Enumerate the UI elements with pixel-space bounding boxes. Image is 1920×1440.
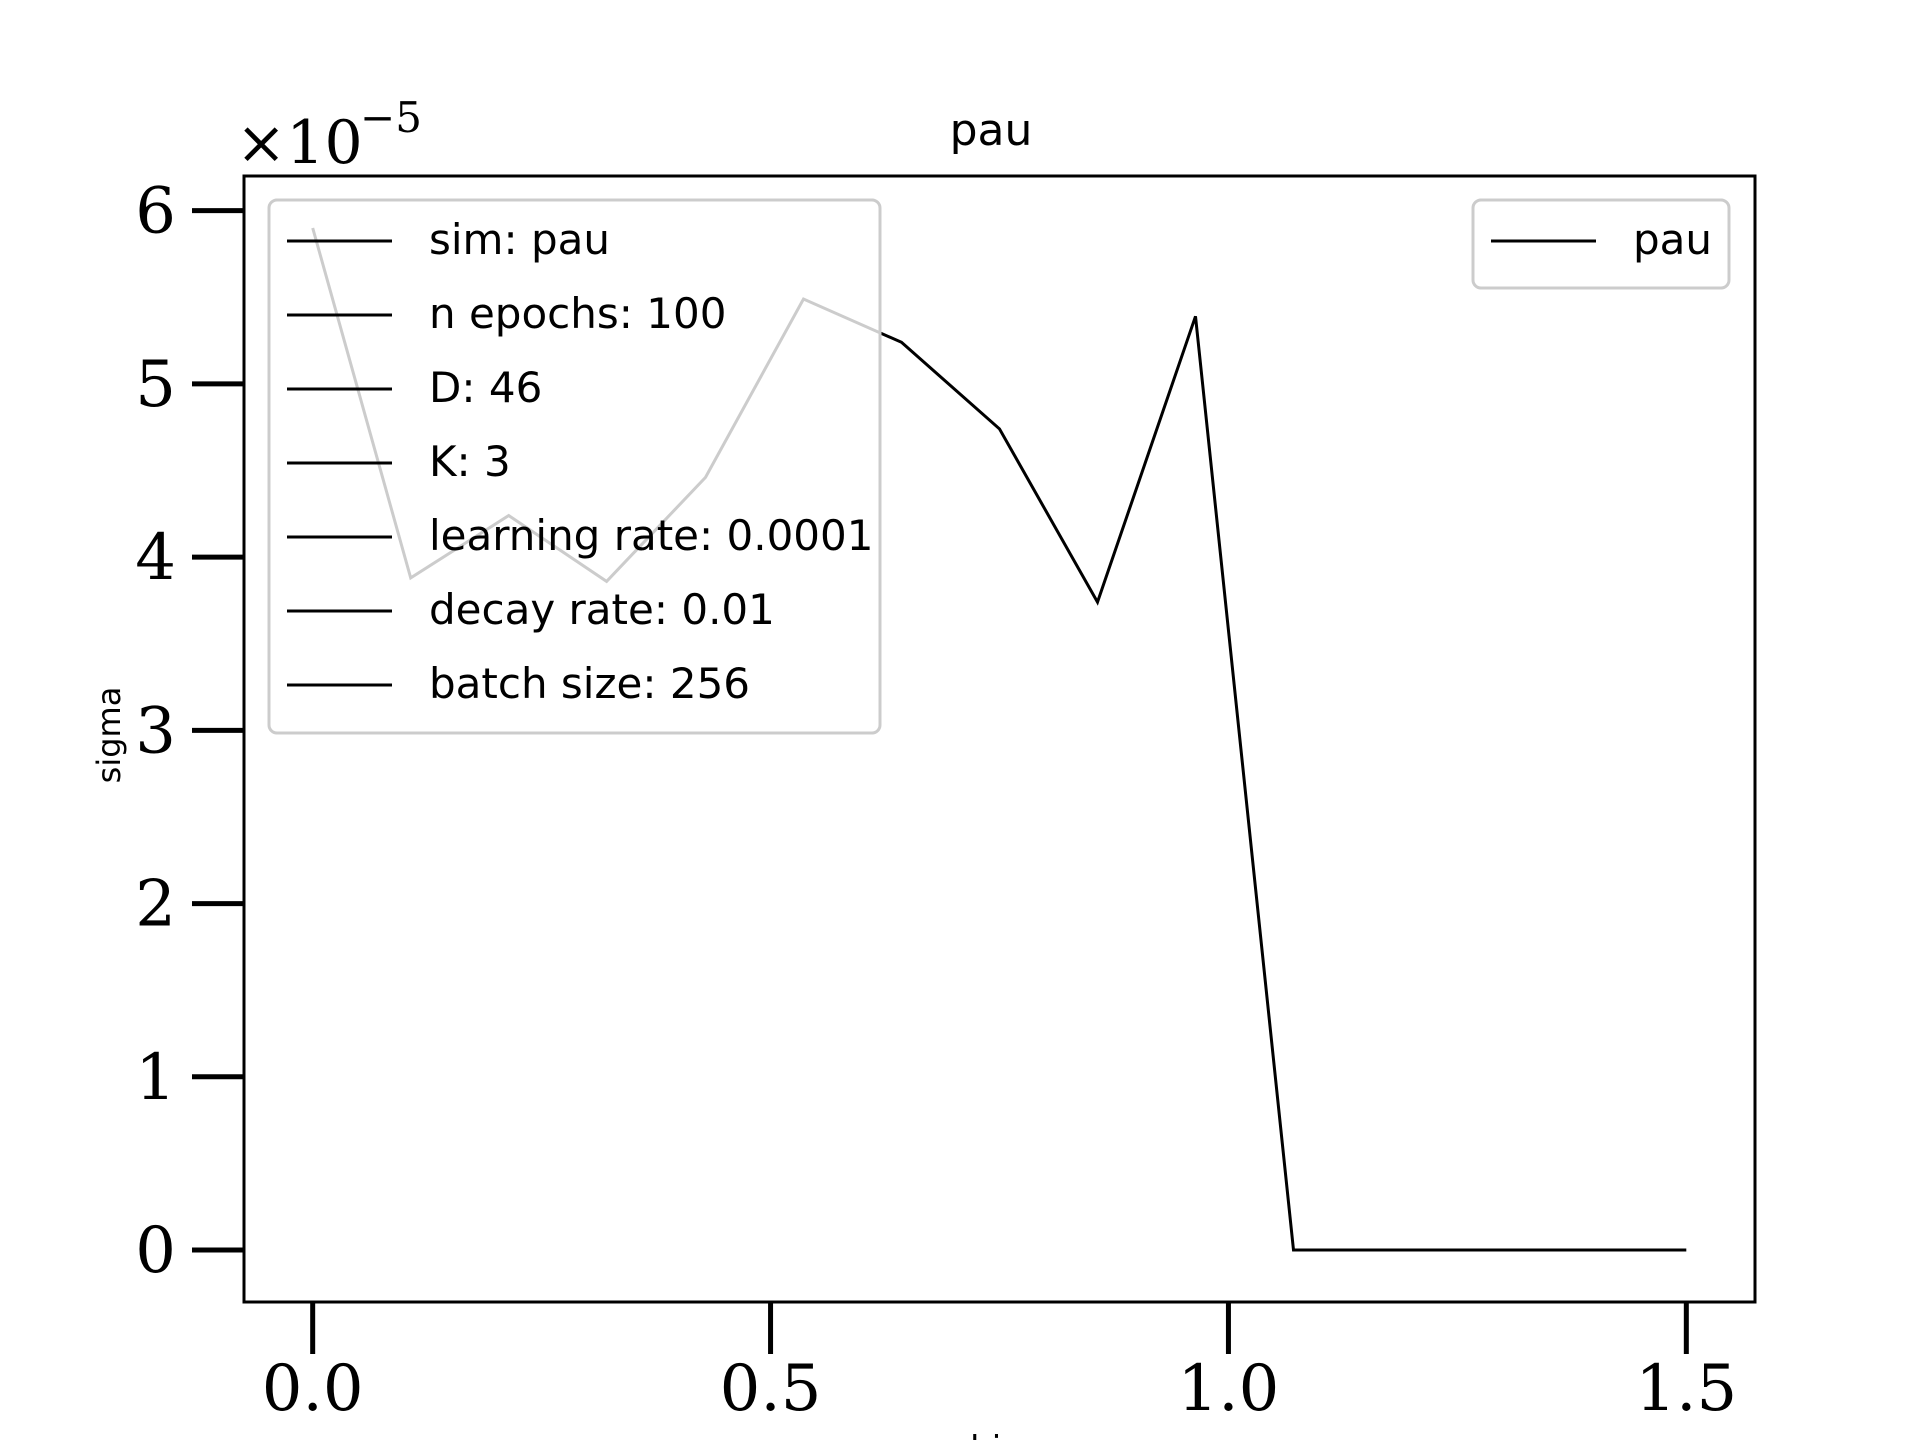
x-tick-label: 0.5 [720, 1352, 822, 1426]
y-tick-label: 0 [135, 1214, 176, 1288]
y-tick-label: 2 [135, 868, 176, 942]
legend-entry: sim: pau [429, 215, 610, 264]
y-tick-label: 5 [135, 348, 176, 422]
y-tick-label: 3 [135, 694, 176, 768]
legend-entry: batch size: 256 [429, 659, 750, 708]
x-tick-label: 1.5 [1635, 1352, 1737, 1426]
x-tick-label: 0.0 [262, 1352, 364, 1426]
legend-box [267, 198, 882, 735]
y-tick-label: 6 [135, 175, 176, 249]
x-tick-label: 1.0 [1178, 1352, 1280, 1426]
legend-entry: D: 46 [429, 363, 542, 412]
legend-entry: pau [1633, 215, 1712, 264]
y-tick-label: 4 [135, 521, 176, 595]
legend-parameters: sim: pau n epochs: 100 D: 46 K: 3 learning r… [267, 198, 882, 735]
chart-title: pau [950, 105, 1033, 156]
y-tick-label: 1 [135, 1041, 176, 1115]
legend-series: pau [1471, 198, 1731, 290]
axes-layer: 0 1 2 3 4 5 6 0.0 0.5 1.0 1.5 [135, 174, 1757, 1426]
legend-entry: K: 3 [429, 437, 511, 486]
plot-frame [242, 174, 1757, 1304]
x-axis-label: z bins [942, 1429, 1041, 1440]
legend-entry: n epochs: 100 [429, 289, 726, 338]
legend-box [1471, 198, 1731, 290]
y-axis-multiplier: ×10 −5 [236, 93, 422, 178]
y-multiplier-exponent: −5 [360, 93, 422, 142]
y-axis-label: sigma [90, 687, 128, 784]
legend-entry: learning rate: 0.0001 [429, 511, 873, 560]
y-multiplier-base: ×10 [236, 108, 363, 178]
legend-entry: decay rate: 0.01 [429, 585, 775, 634]
